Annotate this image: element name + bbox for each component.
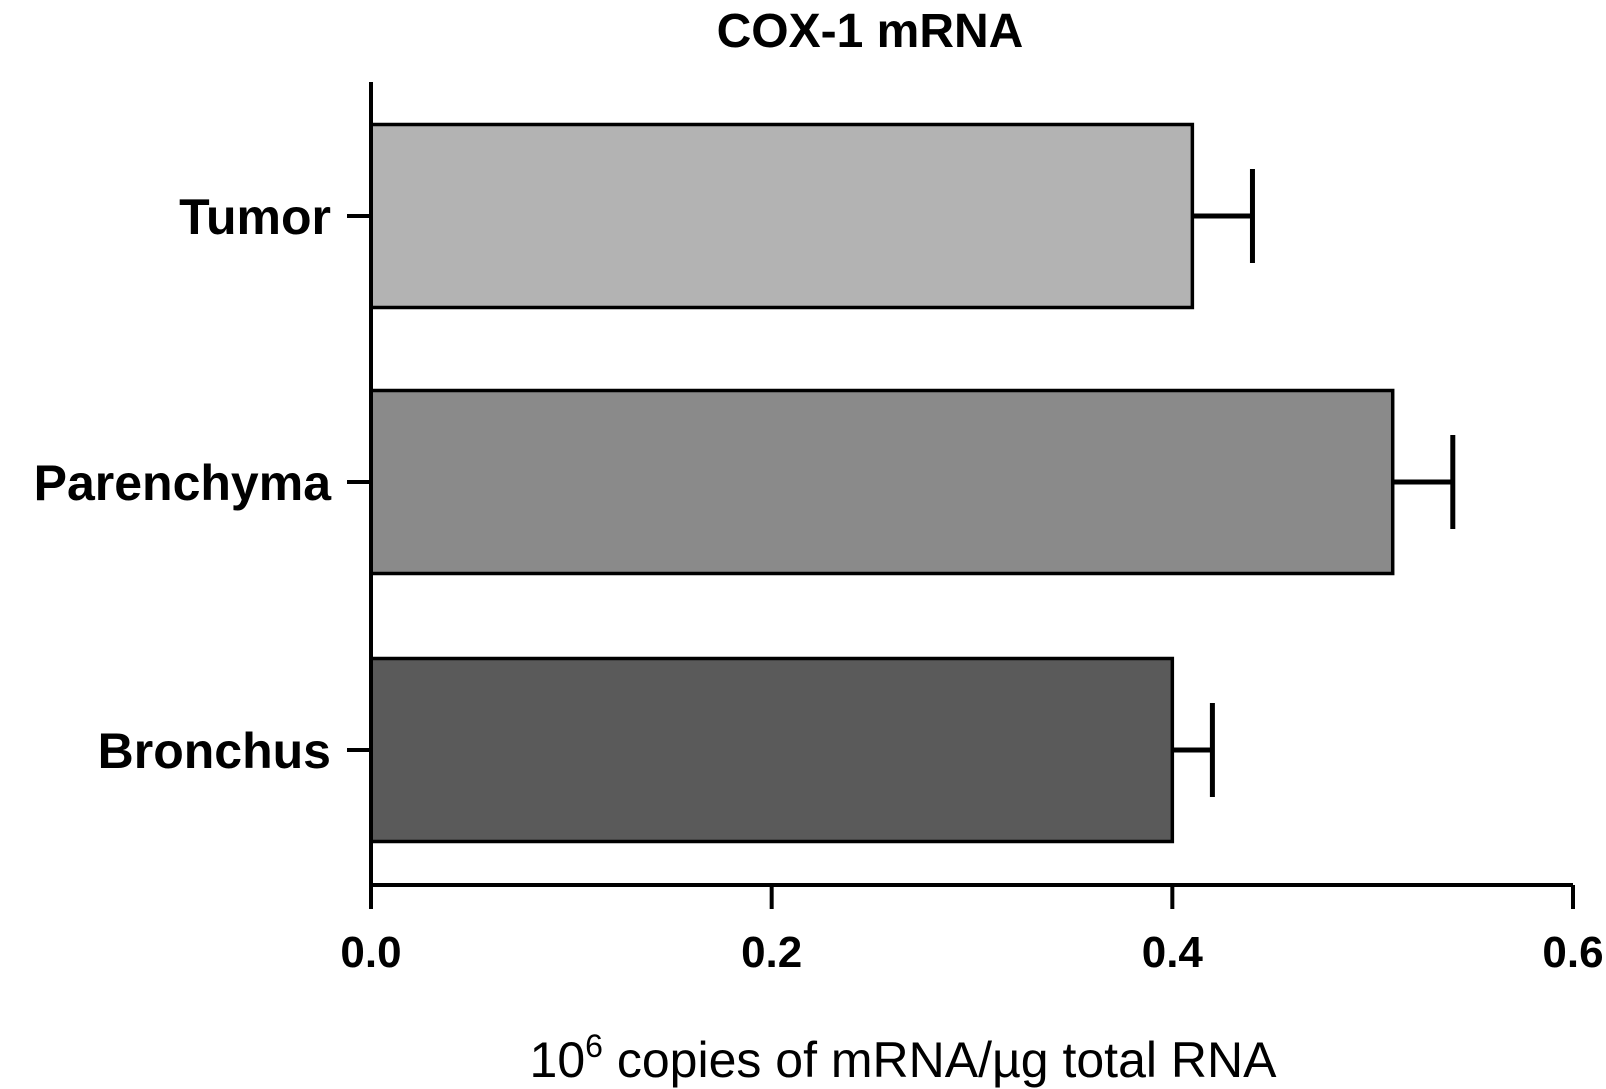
x-tick-label-1: 0.2 [741,928,802,977]
x-tick-label-0: 0.0 [340,928,401,977]
bars-group [369,122,1395,844]
x-axis-label-rest: copies of mRNA/µg total RNA [603,1032,1277,1088]
y-axis: Tumor Parenchyma Bronchus [34,82,373,885]
chart-title: COX-1 mRNA [717,5,1024,58]
x-tick-label-2: 0.4 [1142,928,1204,977]
bar-parenchyma [369,388,1395,576]
category-label-tumor: Tumor [179,189,331,245]
category-label-bronchus: Bronchus [98,723,331,779]
x-axis-label-base: 10 [530,1032,586,1088]
error-bars-group [1172,169,1456,797]
bar-bronchus [369,656,1175,844]
bar-tumor [369,122,1195,310]
x-axis-label-superscript: 6 [585,1028,603,1064]
x-axis: 0.0 0.2 0.4 0.6 [340,883,1604,977]
x-tick-label-3: 0.6 [1542,928,1603,977]
x-axis-label: 106 copies of mRNA/µg total RNA [530,1028,1278,1088]
category-label-parenchyma: Parenchyma [34,455,333,511]
